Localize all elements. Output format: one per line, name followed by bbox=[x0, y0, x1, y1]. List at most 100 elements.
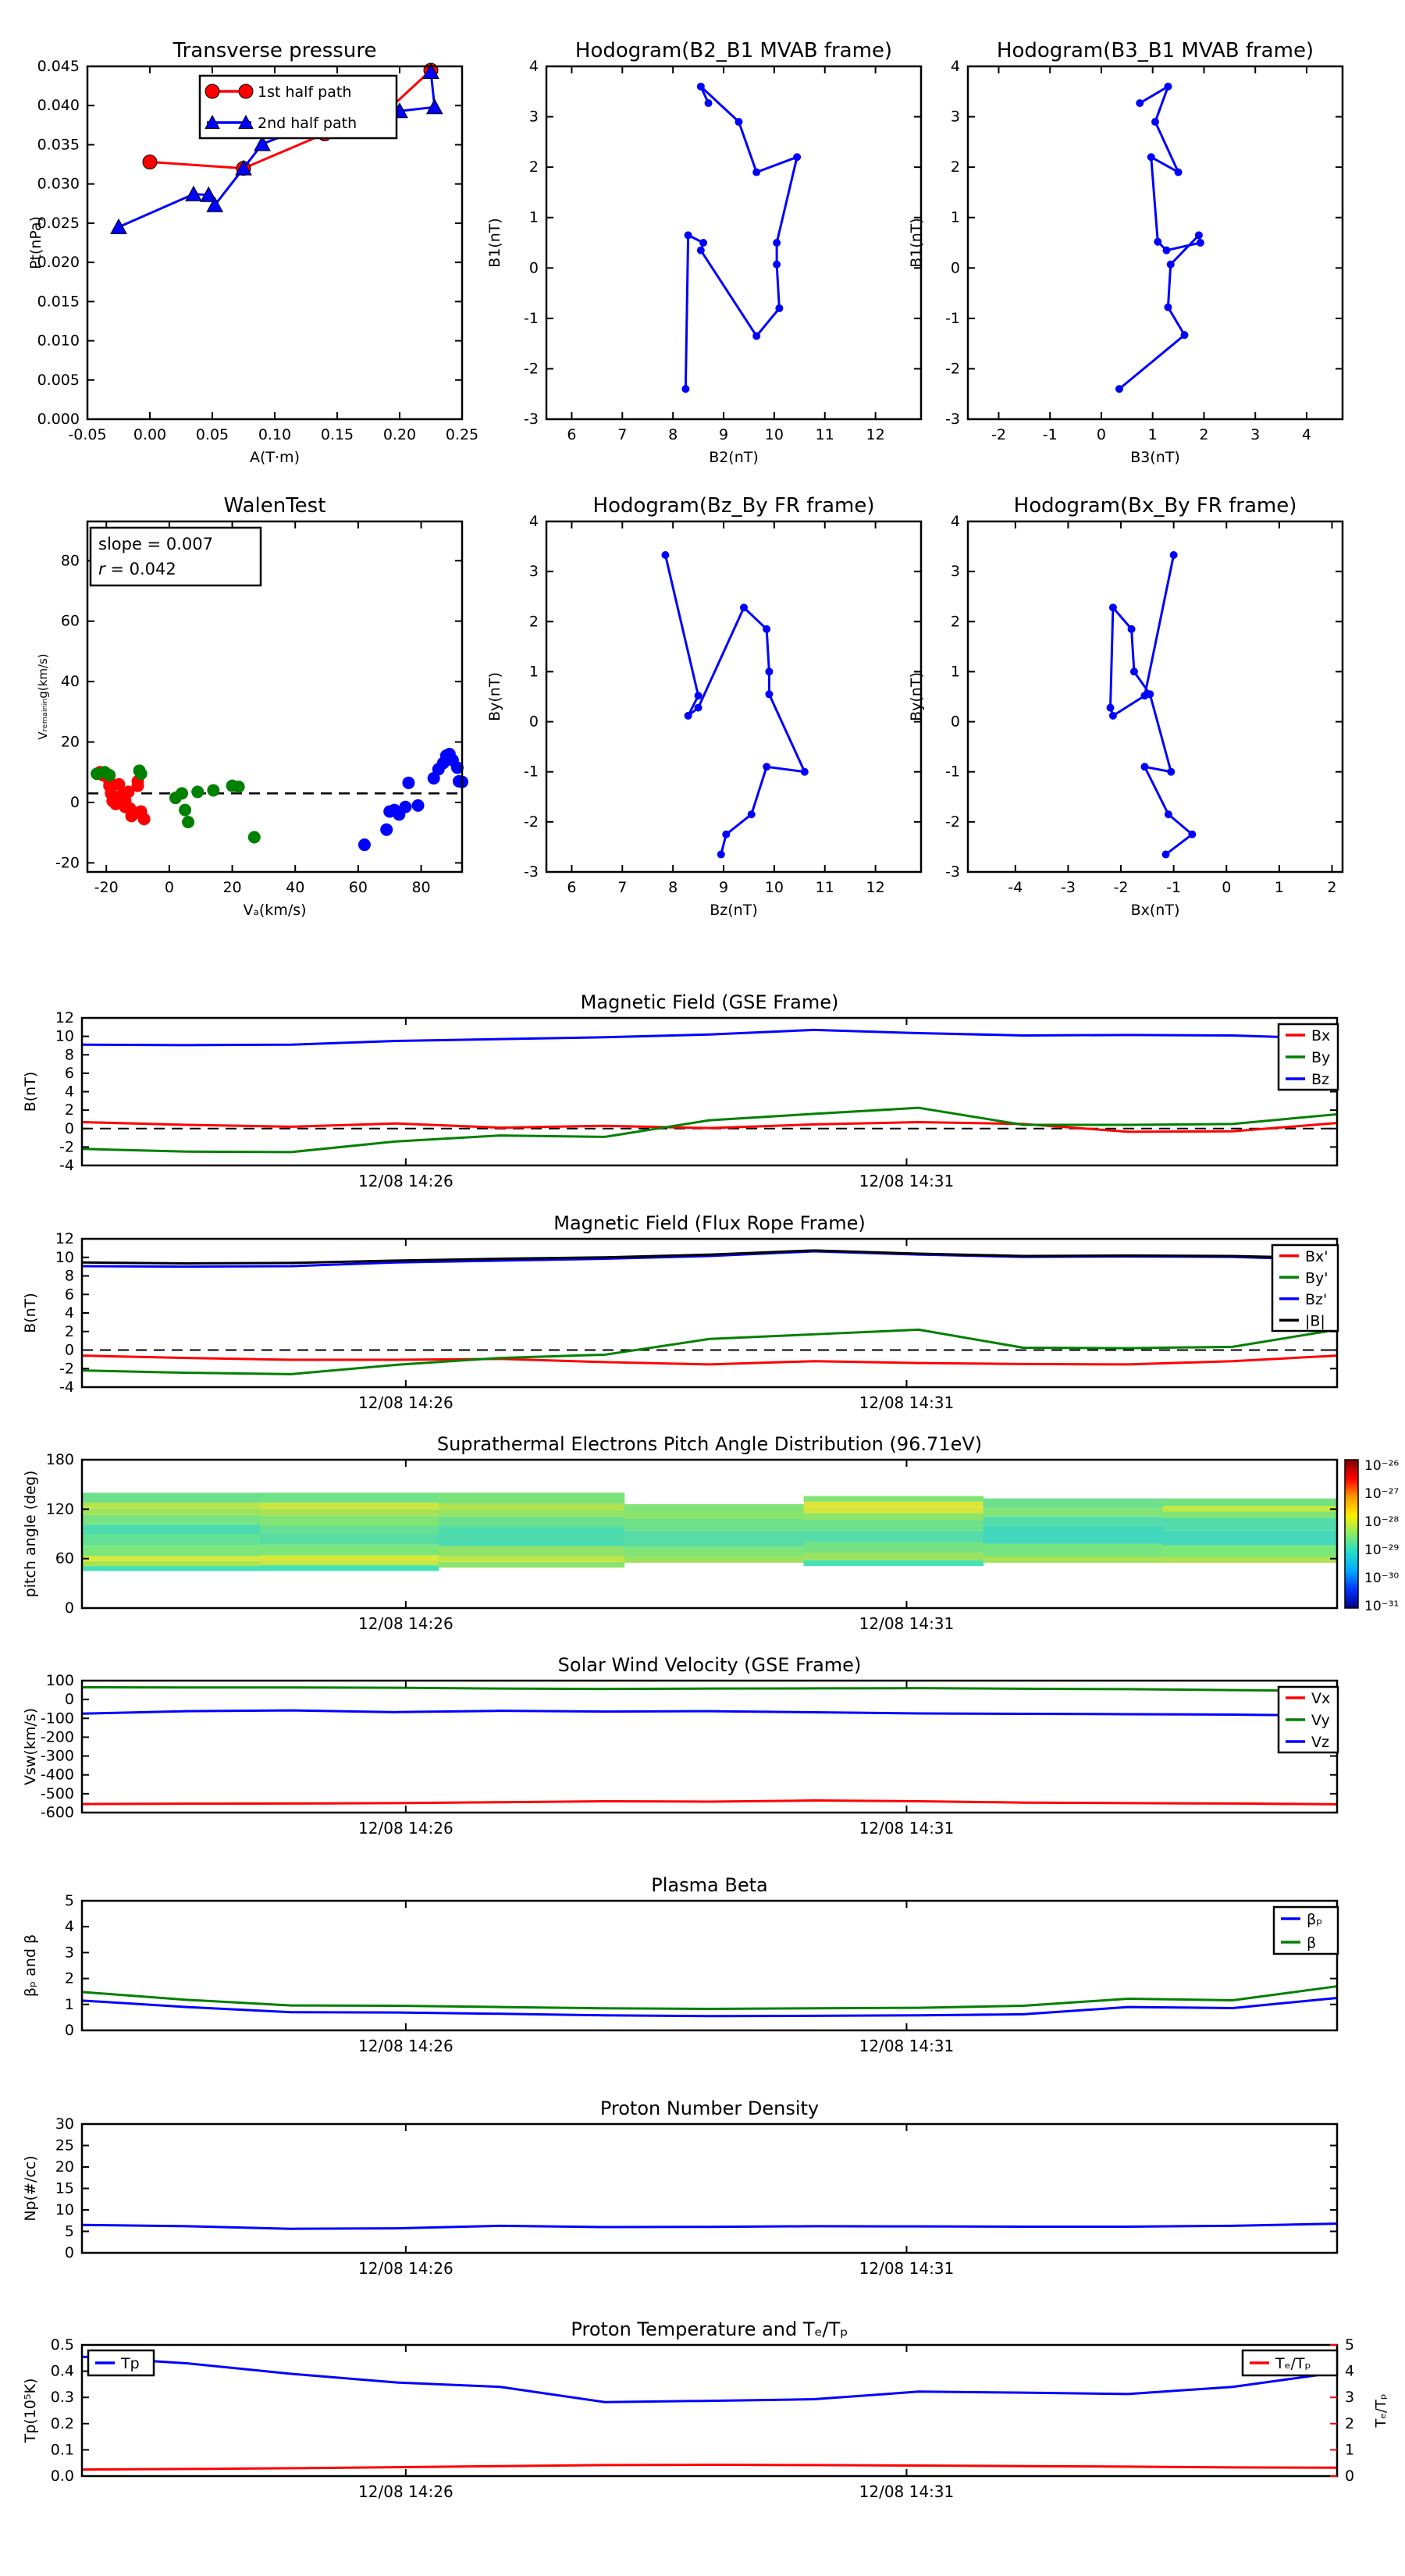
svg-text:60: 60 bbox=[61, 613, 80, 630]
svg-text:6: 6 bbox=[65, 1065, 74, 1082]
svg-text:30: 30 bbox=[55, 2115, 74, 2133]
chart-transverse-pressure: -0.05 0.00 0.05 0.10 0.15 0.20 0.25 0.000 0.005 0… bbox=[27, 39, 478, 466]
svg-text:7: 7 bbox=[617, 879, 627, 896]
panel-proton-number-density: 12/08 14:26 12/08 14:31 0 5 10 15 20 25 30 Proton… bbox=[22, 2097, 1339, 2278]
svg-text:0.25: 0.25 bbox=[446, 426, 478, 443]
svg-text:Suprathermal Electrons Pitch A: Suprathermal Electrons Pitch Angle Distr… bbox=[437, 1433, 982, 1455]
svg-text:80: 80 bbox=[411, 879, 430, 896]
svg-text:3: 3 bbox=[951, 563, 960, 580]
panel-pitch-angle-distribution: 12/08 14:26 12/08 14:31 0 60 120 180 Suprather… bbox=[22, 1433, 1399, 1633]
svg-text:-1: -1 bbox=[1043, 426, 1058, 443]
svg-text:12/08 14:31: 12/08 14:31 bbox=[859, 2482, 955, 2501]
svg-text:Plasma Beta: Plasma Beta bbox=[651, 1874, 767, 1896]
svg-text:B3(nT): B3(nT) bbox=[1130, 449, 1180, 466]
svg-text:By': By' bbox=[1305, 1269, 1329, 1286]
svg-text:12/08 14:26: 12/08 14:26 bbox=[358, 1819, 454, 1838]
svg-text:4: 4 bbox=[529, 513, 539, 530]
svg-text:0.005: 0.005 bbox=[37, 372, 80, 389]
svg-text:β: β bbox=[1307, 1934, 1316, 1952]
svg-text:|B|: |B| bbox=[1305, 1312, 1325, 1329]
svg-text:60: 60 bbox=[55, 1550, 74, 1567]
svg-text:Bx': Bx' bbox=[1305, 1248, 1329, 1265]
svg-text:12/08 14:31: 12/08 14:31 bbox=[859, 1819, 955, 1838]
svg-text:Hodogram(Bz_By FR frame): Hodogram(Bz_By FR frame) bbox=[593, 494, 875, 518]
svg-text:-300: -300 bbox=[41, 1748, 74, 1765]
svg-text:2: 2 bbox=[951, 158, 960, 176]
svg-text:8: 8 bbox=[668, 426, 678, 443]
svg-text:-1: -1 bbox=[524, 310, 539, 327]
svg-text:-2: -2 bbox=[945, 360, 960, 377]
svg-text:0.10: 0.10 bbox=[258, 426, 291, 443]
svg-text:By: By bbox=[1311, 1049, 1330, 1066]
svg-text:-4: -4 bbox=[1008, 879, 1023, 896]
svg-text:B2(nT): B2(nT) bbox=[709, 449, 759, 466]
svg-text:-3: -3 bbox=[945, 411, 960, 428]
svg-text:4: 4 bbox=[1302, 426, 1311, 443]
svg-text:-1: -1 bbox=[945, 763, 960, 781]
svg-text:15: 15 bbox=[55, 2180, 74, 2197]
svg-text:3: 3 bbox=[529, 563, 539, 580]
svg-text:11: 11 bbox=[816, 879, 834, 896]
svg-text:Bz: Bz bbox=[1311, 1071, 1329, 1088]
svg-text:12: 12 bbox=[55, 1009, 74, 1026]
svg-text:Proton Number Density: Proton Number Density bbox=[600, 2097, 819, 2119]
svg-text:-3: -3 bbox=[524, 411, 539, 428]
svg-text:0: 0 bbox=[65, 2244, 74, 2261]
svg-text:βₚ: βₚ bbox=[1307, 1911, 1322, 1928]
svg-text:Proton Temperature and Tₑ/Tₚ: Proton Temperature and Tₑ/Tₚ bbox=[571, 2318, 848, 2340]
svg-text:-3: -3 bbox=[1061, 879, 1076, 896]
svg-text:Vz: Vz bbox=[1311, 1734, 1329, 1751]
svg-text:0: 0 bbox=[65, 1691, 74, 1708]
svg-text:8: 8 bbox=[668, 879, 678, 896]
svg-text:25: 25 bbox=[55, 2137, 74, 2154]
svg-text:-200: -200 bbox=[41, 1728, 74, 1745]
svg-text:10: 10 bbox=[55, 2201, 74, 2218]
svg-text:Pt(nPa): Pt(nPa) bbox=[27, 216, 44, 269]
svg-text:B(nT): B(nT) bbox=[22, 1072, 39, 1112]
svg-text:-500: -500 bbox=[41, 1785, 74, 1802]
svg-text:12/08 14:31: 12/08 14:31 bbox=[859, 1393, 955, 1412]
svg-text:-2: -2 bbox=[945, 813, 960, 831]
svg-text:100: 100 bbox=[46, 1672, 74, 1689]
svg-text:20: 20 bbox=[55, 2158, 74, 2176]
svg-text:-100: -100 bbox=[41, 1710, 74, 1727]
svg-text:Tp: Tp bbox=[120, 2355, 140, 2372]
svg-text:Magnetic Field (GSE Frame): Magnetic Field (GSE Frame) bbox=[581, 991, 839, 1013]
svg-text:6: 6 bbox=[567, 426, 576, 443]
chart-hodogram-bx-by: -4 -3 -2 -1 0 1 2 -3 -2 -1 0 1 2 3 4 Hodogram(Bx_By FR … bbox=[908, 494, 1344, 919]
svg-text:12/08 14:26: 12/08 14:26 bbox=[358, 1393, 454, 1412]
svg-text:B1(nT): B1(nT) bbox=[908, 218, 925, 268]
svg-text:0.1: 0.1 bbox=[51, 2441, 74, 2458]
svg-text:0: 0 bbox=[65, 1120, 74, 1137]
svg-text:2: 2 bbox=[529, 613, 539, 630]
svg-text:1: 1 bbox=[1148, 426, 1158, 443]
svg-text:0.2: 0.2 bbox=[51, 2415, 74, 2432]
svg-text:4: 4 bbox=[65, 1304, 74, 1322]
chart-hodogram-b3-b1: -2 -1 0 1 2 3 4 -3 -2 -1 0 1 2 3 4 Hodogram(B3_B1 MVAB … bbox=[908, 39, 1344, 466]
svg-text:slope = 0.007: slope = 0.007 bbox=[98, 535, 213, 553]
svg-text:20: 20 bbox=[222, 879, 241, 896]
svg-text:12/08 14:26: 12/08 14:26 bbox=[358, 2482, 454, 2501]
svg-text:0: 0 bbox=[1222, 879, 1231, 896]
svg-text:By(nT): By(nT) bbox=[908, 672, 925, 721]
svg-text:-3: -3 bbox=[524, 863, 539, 881]
svg-text:0: 0 bbox=[951, 259, 960, 276]
svg-text:12: 12 bbox=[55, 1230, 74, 1247]
svg-text:1: 1 bbox=[529, 209, 539, 226]
svg-text:Vₐ(km/s): Vₐ(km/s) bbox=[243, 902, 306, 919]
svg-text:0.025: 0.025 bbox=[37, 215, 80, 232]
svg-text:0.045: 0.045 bbox=[37, 58, 80, 75]
svg-text:Vᵣₑₘₐᵢₙᵢₙg(km/s): Vᵣₑₘₐᵢₙᵢₙg(km/s) bbox=[36, 653, 50, 739]
svg-text:-20: -20 bbox=[94, 879, 119, 896]
svg-text:0: 0 bbox=[165, 879, 174, 896]
svg-text:12/08 14:31: 12/08 14:31 bbox=[859, 1172, 955, 1190]
svg-text:3: 3 bbox=[1250, 426, 1260, 443]
svg-text:-4: -4 bbox=[59, 1157, 74, 1174]
svg-text:20: 20 bbox=[61, 734, 80, 751]
svg-text:2: 2 bbox=[1199, 426, 1208, 443]
svg-text:10⁻²⁹: 10⁻²⁹ bbox=[1364, 1542, 1399, 1558]
svg-text:12/08 14:31: 12/08 14:31 bbox=[859, 2259, 955, 2278]
svg-text:Vy: Vy bbox=[1311, 1712, 1330, 1729]
svg-text:Tₑ/Tₚ: Tₑ/Tₚ bbox=[1373, 2393, 1389, 2428]
svg-text:12/08 14:31: 12/08 14:31 bbox=[859, 1614, 955, 1633]
